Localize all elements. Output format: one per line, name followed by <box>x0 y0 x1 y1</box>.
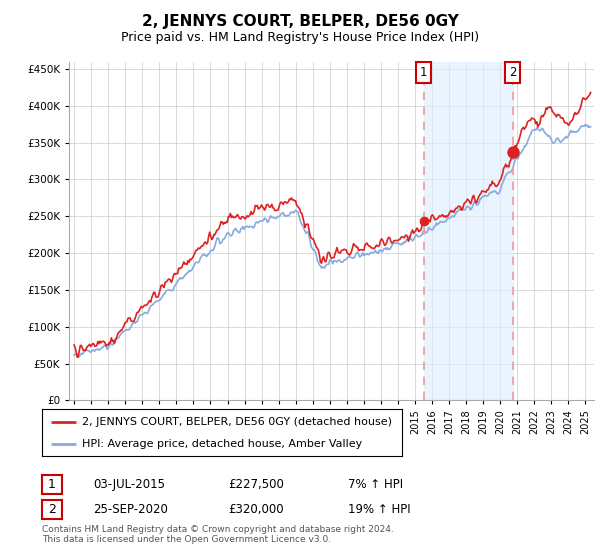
Text: 2: 2 <box>48 503 56 516</box>
Text: 1: 1 <box>420 66 427 79</box>
Text: HPI: Average price, detached house, Amber Valley: HPI: Average price, detached house, Ambe… <box>82 438 362 449</box>
Text: 03-JUL-2015: 03-JUL-2015 <box>93 478 165 491</box>
Text: 2, JENNYS COURT, BELPER, DE56 0GY (detached house): 2, JENNYS COURT, BELPER, DE56 0GY (detac… <box>82 417 392 427</box>
Text: 2: 2 <box>509 66 516 79</box>
Text: Contains HM Land Registry data © Crown copyright and database right 2024.
This d: Contains HM Land Registry data © Crown c… <box>42 525 394 544</box>
Text: 1: 1 <box>48 478 56 491</box>
Text: 2, JENNYS COURT, BELPER, DE56 0GY: 2, JENNYS COURT, BELPER, DE56 0GY <box>142 14 458 29</box>
Text: 7% ↑ HPI: 7% ↑ HPI <box>348 478 403 491</box>
Bar <box>424 62 512 400</box>
Text: £320,000: £320,000 <box>228 503 284 516</box>
Text: £227,500: £227,500 <box>228 478 284 491</box>
Text: 19% ↑ HPI: 19% ↑ HPI <box>348 503 410 516</box>
Text: Price paid vs. HM Land Registry's House Price Index (HPI): Price paid vs. HM Land Registry's House … <box>121 31 479 44</box>
Text: 25-SEP-2020: 25-SEP-2020 <box>93 503 168 516</box>
